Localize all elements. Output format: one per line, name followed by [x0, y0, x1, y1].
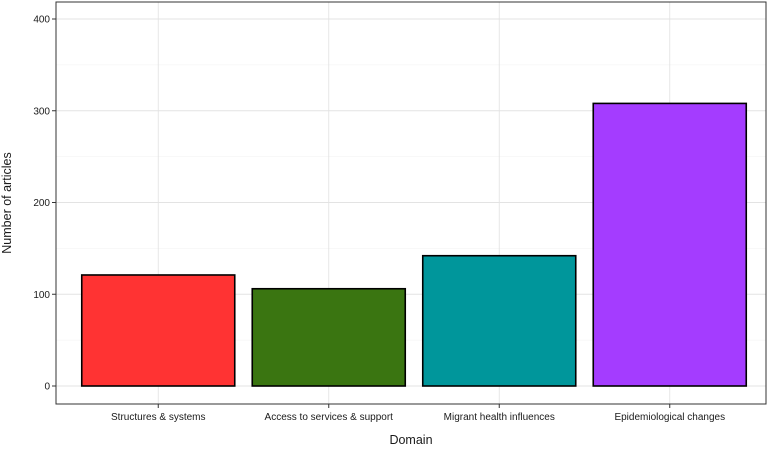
x-axis: Structures & systems Access to services &… [111, 404, 725, 423]
y-tick-label: 0 [44, 382, 50, 393]
bars [80, 102, 748, 387]
bar-4 [592, 102, 748, 387]
bar-3 [421, 254, 577, 387]
x-tick-label: Migrant health influences [444, 412, 555, 423]
y-tick-label: 100 [33, 290, 50, 301]
bar-2 [251, 287, 407, 387]
y-tick-label: 300 [33, 106, 50, 117]
y-tick-label: 400 [33, 15, 50, 26]
x-tick-label: Structures & systems [111, 412, 205, 423]
bar-1 [80, 274, 236, 387]
x-tick-label: Epidemiological changes [614, 412, 725, 423]
y-tick-label: 200 [33, 198, 50, 209]
x-tick-label: Access to services & support [265, 412, 394, 423]
x-axis-title: Domain [389, 433, 432, 447]
y-axis-title: Number of articles [0, 152, 14, 253]
y-axis: 0 100 200 300 400 [33, 15, 56, 393]
